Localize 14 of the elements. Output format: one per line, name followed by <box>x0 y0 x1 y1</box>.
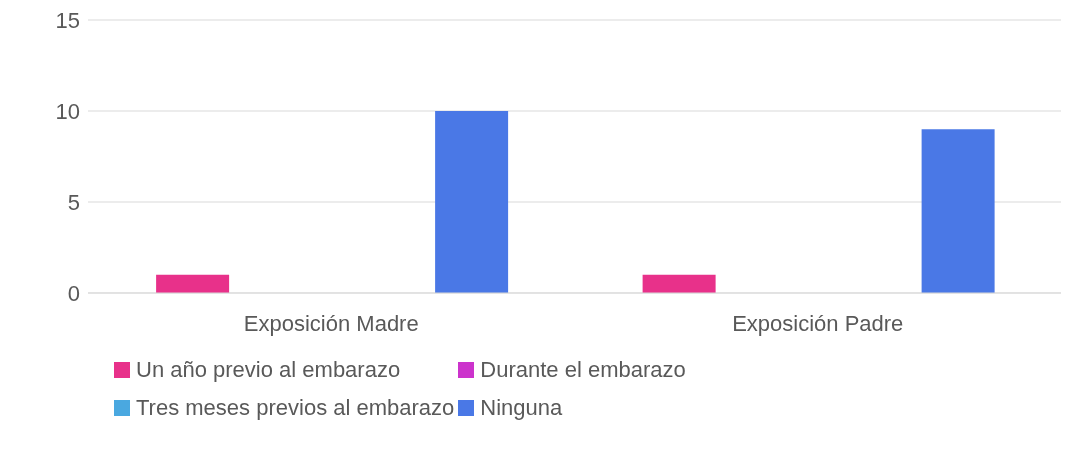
x-tick-label: Exposición Padre <box>732 310 904 336</box>
bar <box>642 274 716 293</box>
legend-label: Ninguna <box>480 395 563 421</box>
legend-label: Tres meses previos al embarazo <box>136 395 455 421</box>
bar <box>435 111 509 293</box>
legend-label: Un año previo al embarazo <box>136 357 401 383</box>
y-tick-label: 0 <box>67 280 80 306</box>
legend-label: Durante el embarazo <box>480 357 686 383</box>
y-tick-label: 10 <box>55 98 80 124</box>
bar <box>921 129 995 293</box>
y-tick-label: 5 <box>67 189 80 215</box>
y-tick-label: 15 <box>55 7 80 33</box>
x-tick-label: Exposición Madre <box>243 310 419 336</box>
bar <box>156 274 230 293</box>
